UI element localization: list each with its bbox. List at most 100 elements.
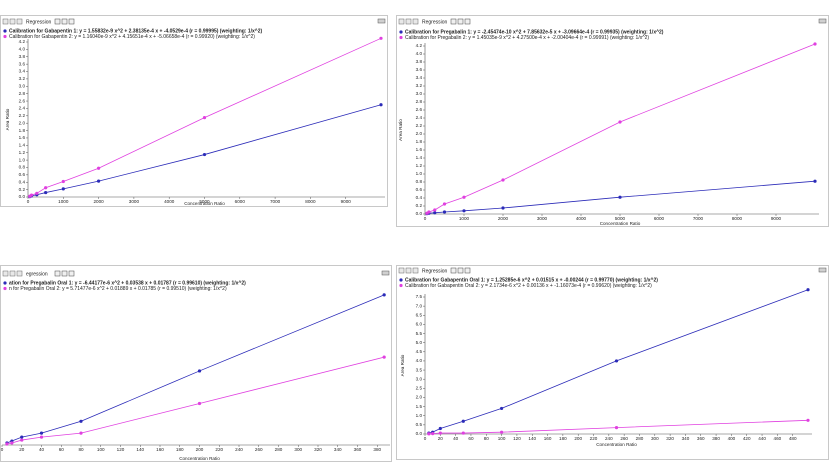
legend-swatch <box>3 281 7 285</box>
y-tick-label: 1.0 <box>416 171 423 176</box>
legend-entry: Calibration for Pregabalin 1: y = -2.454… <box>405 29 664 35</box>
x-tick-label: 340 <box>334 447 342 452</box>
toolbar-icon[interactable] <box>457 18 464 25</box>
panel <box>0 15 388 207</box>
window-button[interactable] <box>818 18 827 24</box>
x-tick-label: 0 <box>27 199 30 204</box>
toolbar-icon[interactable] <box>450 267 457 274</box>
toolbar-button[interactable]: egression <box>26 271 48 277</box>
x-tick-label: 9000 <box>341 199 352 204</box>
x-tick-label: 3000 <box>537 216 548 221</box>
toolbar-icon[interactable] <box>9 270 16 277</box>
x-tick-label: 380 <box>373 447 381 452</box>
data-point <box>61 179 65 184</box>
toolbar-button[interactable]: Regression <box>422 19 448 25</box>
data-point <box>382 355 386 359</box>
x-axis-label: Concentration Ratio <box>596 442 637 447</box>
data-point <box>29 193 34 197</box>
legend-swatch <box>3 34 7 39</box>
data-point <box>79 419 83 423</box>
toolbar-icon[interactable] <box>412 267 419 274</box>
toolbar-icon[interactable] <box>61 18 68 25</box>
toolbar-icon[interactable] <box>2 270 9 277</box>
toolbar-icon[interactable] <box>450 18 457 25</box>
x-tick-label: 140 <box>528 436 536 441</box>
y-tick-label: 2.5 <box>416 386 423 391</box>
y-tick-label: 3.8 <box>19 54 26 59</box>
x-tick-label: 8000 <box>305 199 316 204</box>
data-point <box>44 186 48 190</box>
y-tick-label: 3.2 <box>19 76 26 81</box>
legend-entry: Calibration for Pregabalin 2: y = 1.4503… <box>405 35 649 41</box>
data-point <box>431 432 435 436</box>
y-tick-label: 0.0 <box>416 211 423 216</box>
x-tick-label: 80 <box>78 447 84 452</box>
toolbar-icon[interactable] <box>68 270 75 277</box>
legend-entry: n for Pregabalin Oral 2: y = 5.71477e-6 … <box>9 286 227 292</box>
window-button[interactable] <box>381 270 390 276</box>
y-tick-label: 1.8 <box>19 128 26 133</box>
toolbar-icon[interactable] <box>54 18 61 25</box>
data-point <box>79 431 83 435</box>
toolbar-icon[interactable] <box>457 267 464 274</box>
x-tick-label: 20 <box>19 447 25 452</box>
y-tick-label: 2.0 <box>416 131 423 136</box>
y-tick-label: 0.8 <box>19 165 26 170</box>
toolbar-icon[interactable] <box>54 270 61 277</box>
data-point <box>462 195 466 199</box>
toolbar-icon[interactable] <box>464 18 471 25</box>
toolbar-button[interactable]: Regression <box>26 19 52 25</box>
y-tick-label: 1.8 <box>416 139 423 144</box>
data-point <box>500 406 504 411</box>
y-tick-label: 1.0 <box>416 413 423 418</box>
data-point <box>202 116 207 120</box>
y-tick-label: 3.4 <box>416 75 423 80</box>
toolbar-icon[interactable] <box>9 18 16 25</box>
toolbar-icon[interactable] <box>2 18 9 25</box>
y-tick-label: 2.8 <box>416 99 423 104</box>
y-tick-label: 4.0 <box>19 47 26 52</box>
data-point <box>461 419 465 423</box>
y-tick-label: 3.6 <box>416 67 423 72</box>
legend-entry: Calibration for Gabapentin Oral 2: y = 2… <box>405 283 652 289</box>
x-axis-label: Concentration Ratio <box>184 201 225 206</box>
x-tick-label: 7000 <box>693 216 704 221</box>
x-tick-label: 380 <box>712 436 720 441</box>
toolbar-icon[interactable] <box>405 18 412 25</box>
y-tick-label: 2.2 <box>416 123 423 128</box>
toolbar-icon[interactable] <box>16 270 23 277</box>
x-tick-label: 140 <box>136 447 144 452</box>
toolbar-icon[interactable] <box>68 18 75 25</box>
data-point <box>35 191 39 195</box>
y-tick-label: 0.2 <box>19 187 26 192</box>
toolbar-icon[interactable] <box>464 267 471 274</box>
toolbar-button[interactable]: Regression <box>422 268 448 274</box>
legend-swatch <box>399 35 403 40</box>
legend-entry: Calibration for Gabapentin 1: y = 1.5583… <box>9 28 263 34</box>
x-tick-label: 240 <box>605 436 613 441</box>
x-tick-label: 480 <box>789 436 797 441</box>
data-point <box>427 432 431 436</box>
y-tick-label: 1.5 <box>416 404 423 409</box>
y-tick-label: 2.0 <box>19 120 26 125</box>
toolbar-icon[interactable] <box>398 18 405 25</box>
window-button[interactable] <box>377 18 386 24</box>
window-button[interactable] <box>818 267 827 273</box>
toolbar-icon[interactable] <box>412 18 419 25</box>
x-tick-label: 100 <box>97 447 105 452</box>
data-point <box>806 418 810 422</box>
y-tick-label: 3.0 <box>19 84 26 89</box>
x-tick-label: 60 <box>59 447 65 452</box>
x-tick-label: 420 <box>743 436 751 441</box>
y-tick-label: 0.0 <box>19 194 26 199</box>
y-tick-label: 3.4 <box>19 69 26 74</box>
y-tick-label: 1.0 <box>19 157 26 162</box>
toolbar-icon[interactable] <box>405 267 412 274</box>
x-tick-label: 6000 <box>654 216 665 221</box>
toolbar-icon[interactable] <box>16 18 23 25</box>
toolbar-icon[interactable] <box>61 270 68 277</box>
x-tick-label: 220 <box>215 447 223 452</box>
data-point <box>462 209 466 213</box>
toolbar-icon[interactable] <box>398 267 405 274</box>
x-tick-label: 5000 <box>615 216 626 221</box>
